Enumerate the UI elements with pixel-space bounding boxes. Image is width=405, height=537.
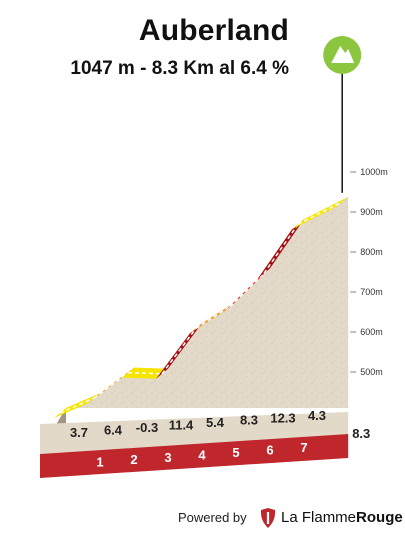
road-centerline — [127, 371, 163, 375]
mountain-icon — [331, 46, 355, 63]
km-marker: 5 — [232, 445, 239, 460]
road-centerline — [229, 272, 265, 308]
y-tick-label: 700m — [360, 287, 383, 297]
y-tick-label: 500m — [360, 367, 383, 377]
flame-icon — [261, 508, 275, 528]
gradient-label: 12.3 — [270, 410, 295, 425]
y-tick-label: 1000m — [360, 167, 388, 177]
terrain-side — [40, 408, 66, 428]
gradient-label: 6.4 — [104, 422, 123, 437]
gradient-segment — [54, 393, 100, 418]
km-marker: 6 — [266, 443, 273, 458]
km-marker: 7 — [300, 440, 307, 455]
gradient-label: -0.3 — [136, 420, 158, 435]
y-tick-label: 800m — [360, 247, 383, 257]
km-band — [40, 434, 349, 478]
km-marker: 1 — [96, 455, 103, 470]
road-centerline — [59, 397, 95, 414]
gradient-label: 3.7 — [70, 425, 88, 440]
gradient-label: 8.3 — [240, 413, 258, 428]
km-marker: 3 — [164, 450, 171, 465]
gradient-label: 4.3 — [308, 408, 326, 423]
terrain-front — [40, 412, 349, 454]
road-centerline — [93, 372, 129, 399]
y-tick-label: 900m — [360, 207, 383, 217]
y-tick-label: 600m — [360, 327, 383, 337]
road-centerline — [161, 327, 197, 375]
km-marker: 2 — [130, 452, 137, 467]
chart-subtitle: 1047 m - 8.3 Km al 6.4 % — [70, 58, 289, 79]
brand-name-bold: Rouge — [356, 509, 403, 526]
gradient-segment — [190, 301, 236, 334]
powered-by-text: Powered by — [178, 510, 247, 525]
km-marker: 4 — [198, 447, 206, 462]
road-centerline — [297, 201, 343, 225]
total-distance-label: 8.3 — [352, 426, 370, 441]
brand-name[interactable]: La FlammeRouge — [281, 509, 403, 526]
brand-name-light: La Flamme — [281, 509, 357, 526]
terrain-area — [66, 196, 349, 408]
road-centerline — [263, 223, 299, 274]
gradient-label: 5.4 — [206, 415, 225, 430]
gradient-label: 11.4 — [169, 418, 194, 433]
chart-title: Auberland — [138, 14, 289, 47]
